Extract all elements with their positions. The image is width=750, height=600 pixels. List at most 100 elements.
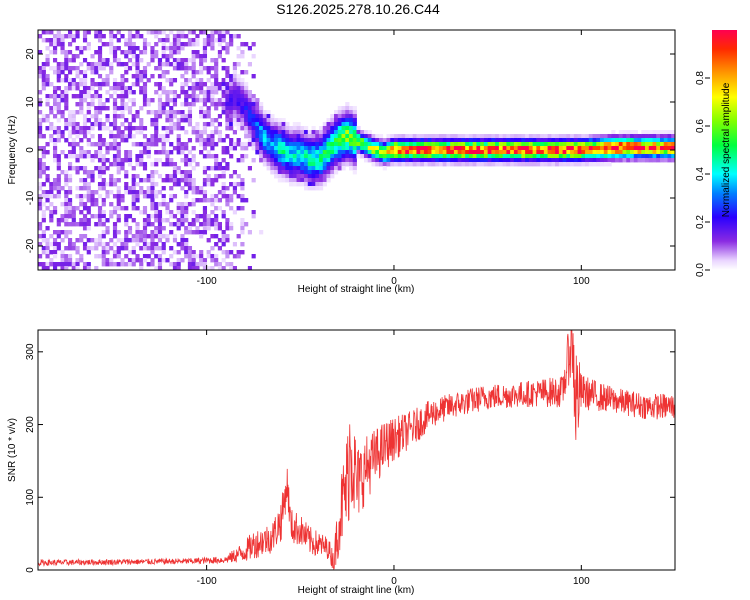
spectrogram-cell bbox=[337, 110, 342, 115]
spectrogram-cell bbox=[120, 62, 125, 67]
spectrogram-cell bbox=[105, 58, 110, 63]
spectrogram-cell bbox=[45, 250, 50, 255]
spectrogram-cell bbox=[105, 78, 110, 83]
spectrogram-cell bbox=[390, 134, 395, 139]
spectrogram-cell bbox=[202, 258, 208, 263]
spectrogram-cell bbox=[240, 186, 245, 191]
spectrogram-cell bbox=[210, 130, 215, 135]
spectrogram-cell bbox=[41, 182, 46, 187]
spectrogram-cell bbox=[375, 142, 380, 147]
spectrogram-cell bbox=[386, 134, 391, 139]
spectrogram-cell bbox=[75, 166, 80, 171]
spectrogram-cell bbox=[427, 162, 432, 167]
spectrogram-cell bbox=[326, 130, 331, 135]
spectrogram-cell bbox=[311, 174, 316, 179]
spectrogram-cell bbox=[513, 138, 519, 143]
spectrogram-cell bbox=[296, 134, 301, 139]
spectrogram-cell bbox=[334, 110, 339, 115]
spectrogram-x-label: Height of straight line (km) bbox=[298, 284, 415, 295]
spectrogram-cell bbox=[82, 154, 88, 159]
spectrogram-cell bbox=[139, 90, 144, 95]
spectrogram-cell bbox=[41, 194, 46, 199]
spectrogram-cell bbox=[67, 30, 73, 35]
spectrogram-cell bbox=[52, 210, 58, 215]
spectrogram-cell bbox=[244, 130, 249, 135]
spectrogram-cell bbox=[135, 254, 140, 259]
spectrogram-cell bbox=[397, 158, 402, 163]
spectrogram-cell bbox=[229, 78, 234, 83]
spectrogram-cell bbox=[79, 78, 84, 83]
spectrogram-cell bbox=[450, 158, 455, 163]
spectrogram-cell bbox=[281, 122, 286, 127]
spectrogram-cell bbox=[281, 146, 286, 151]
spectrogram-cell bbox=[94, 202, 99, 207]
spectrogram-cell bbox=[240, 110, 245, 115]
spectrogram-cell bbox=[202, 226, 208, 231]
spectrogram-cell bbox=[229, 118, 234, 123]
spectrogram-cell bbox=[169, 222, 174, 227]
spectrogram-cell bbox=[555, 162, 560, 167]
spectrogram-cell bbox=[326, 154, 331, 159]
spectrogram-cell bbox=[45, 150, 50, 155]
spectrogram-cell bbox=[124, 62, 129, 67]
spectrogram-cell bbox=[187, 38, 193, 43]
spectrogram-cell bbox=[555, 154, 560, 159]
spectrogram-cell bbox=[229, 266, 234, 271]
spectrogram-cell bbox=[221, 258, 226, 263]
spectrogram-cell bbox=[176, 242, 181, 247]
spectrogram-cell bbox=[52, 146, 58, 151]
spectrogram-cell bbox=[247, 94, 252, 99]
spectrogram-cell bbox=[349, 146, 354, 151]
spectrogram-cell bbox=[131, 182, 136, 187]
spectrogram-cell bbox=[180, 146, 185, 151]
spectrogram-cell bbox=[202, 166, 208, 171]
spectrogram-cell bbox=[262, 162, 267, 167]
spectrogram-cell bbox=[240, 94, 245, 99]
spectrogram-cell bbox=[120, 158, 125, 163]
colorbar-ticks: 0.00.20.40.60.8 bbox=[695, 71, 710, 277]
spectrogram-cell bbox=[630, 134, 635, 139]
spectrogram-cell bbox=[221, 46, 226, 51]
spectrogram-cell bbox=[67, 142, 73, 147]
spectrogram-cell bbox=[319, 134, 324, 139]
spectrogram-cell bbox=[525, 146, 530, 151]
spectrogram-cell bbox=[150, 186, 155, 191]
spectrogram-cell bbox=[154, 122, 159, 127]
spectrogram-cell bbox=[322, 174, 327, 179]
spectrogram-cell bbox=[468, 138, 474, 143]
spectrogram-cell bbox=[412, 146, 417, 151]
spectrogram-cell bbox=[94, 50, 99, 55]
spectrogram-cell bbox=[300, 154, 305, 159]
spectrogram-cell bbox=[120, 106, 125, 111]
spectrogram-cell bbox=[101, 154, 106, 159]
spectrogram-cell bbox=[214, 90, 219, 95]
spectrogram-cell bbox=[562, 134, 567, 139]
spectrogram-cell bbox=[232, 70, 237, 75]
spectrogram-cell bbox=[495, 154, 500, 159]
spectrogram-cell bbox=[255, 106, 260, 111]
spectrogram-cell bbox=[165, 102, 170, 107]
spectrogram-cell bbox=[547, 146, 552, 151]
spectrogram-cell bbox=[184, 226, 189, 231]
spectrogram-cell bbox=[101, 142, 106, 147]
spectrogram-cell bbox=[161, 146, 166, 151]
spectrogram-cell bbox=[244, 86, 249, 91]
spectrogram-cell bbox=[142, 162, 148, 167]
spectrogram-cell bbox=[154, 110, 159, 115]
spectrogram-cell bbox=[229, 126, 234, 131]
spectrogram-cell bbox=[82, 94, 88, 99]
spectrogram-cell bbox=[596, 146, 601, 151]
spectrogram-cell bbox=[566, 146, 571, 151]
spectrogram-cell bbox=[300, 174, 305, 179]
spectrogram-cell bbox=[566, 162, 571, 167]
spectrogram-cell bbox=[660, 134, 665, 139]
spectrogram-cell bbox=[109, 70, 114, 75]
colorbar-tick-label: 0.6 bbox=[695, 119, 706, 133]
spectrogram-cell bbox=[191, 266, 196, 271]
spectrogram-cell bbox=[521, 162, 526, 167]
spectrogram-cell bbox=[510, 142, 515, 147]
spectrogram-cell bbox=[240, 206, 245, 211]
spectrogram-cell bbox=[124, 50, 129, 55]
spectrogram-cell bbox=[232, 86, 237, 91]
spectrogram-cell bbox=[221, 138, 226, 143]
